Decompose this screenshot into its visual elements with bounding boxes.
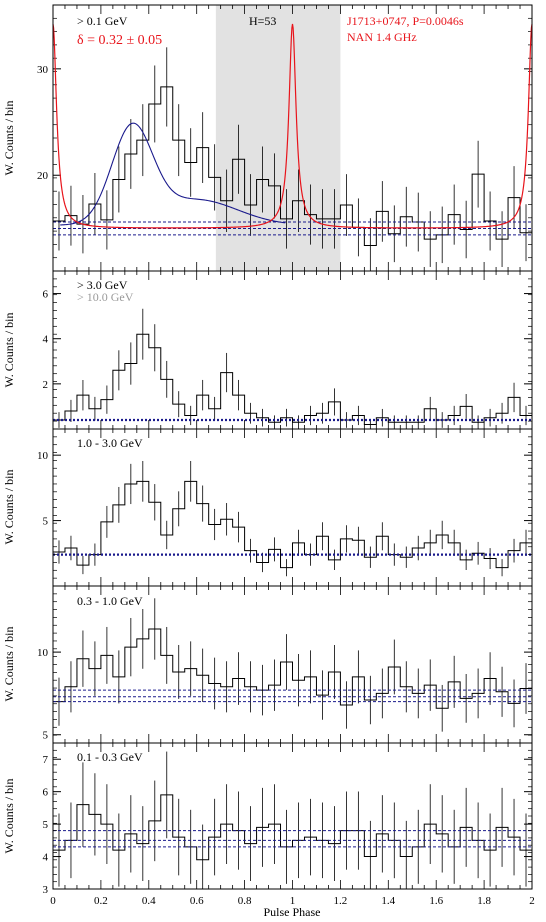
y-tick-label: 5: [43, 516, 49, 528]
panel-5-y-axis-title: W. Counts / bin: [2, 779, 16, 854]
y-tick-label: 2: [43, 379, 49, 391]
x-tick-label: 1.8: [477, 895, 491, 907]
y-tick-label: 7: [43, 754, 49, 766]
y-tick-label: 10: [37, 450, 49, 462]
x-tick-label: 1: [290, 895, 296, 907]
y-tick-label: 5: [43, 730, 49, 742]
panel-2-y-axis-title: W. Counts / bin: [2, 313, 16, 388]
x-tick-label: 0.6: [190, 895, 204, 907]
y-tick-label: 20: [37, 170, 49, 182]
y-tick-label: 30: [37, 64, 49, 76]
histogram-series: [53, 333, 532, 425]
x-tick-label: 0.8: [238, 895, 252, 907]
offpulse-band: [215, 5, 341, 271]
panel-4: 5 10 0.3 - 1.0 GeV: [37, 585, 533, 744]
y-tick-label: 5: [43, 819, 49, 831]
pulsar-label: J1713+0747, P=0.0046s: [347, 14, 464, 28]
y-tick-label: 10: [37, 647, 49, 659]
htest-label: H=53: [249, 14, 276, 28]
x-tick-label: 0.4: [142, 895, 156, 907]
x-tick-label: 2: [529, 895, 535, 907]
panel-3: 5 10 1.0 - 3.0 GeV: [37, 428, 533, 587]
panel-2-energy-secondary-label: > 10.0 GeV: [77, 290, 134, 304]
histogram-series: [53, 794, 532, 861]
y-tick-label: 3: [43, 884, 49, 896]
panel-1-y-axis-title: W. Counts / bin: [2, 101, 16, 176]
radio-label: NAN 1.4 GHz: [347, 30, 417, 44]
panel-3-y-axis-title: W. Counts / bin: [2, 470, 16, 545]
panel-1-energy-label: > 0.1 GeV: [77, 14, 128, 28]
radio-profile-curve: [52, 23, 533, 229]
histogram-series: [53, 628, 532, 709]
x-tick-label: 1.4: [381, 895, 395, 907]
panel-5-frame: [52, 742, 533, 890]
histogram-series: [53, 86, 532, 246]
panel-1: 20 30 > 0.1 GeV δ = 0.32 ± 0.05 H=53 J171…: [37, 4, 533, 272]
x-tick-label: 1.6: [429, 895, 443, 907]
panel-4-energy-label: 0.3 - 1.0 GeV: [77, 594, 143, 608]
histogram-series: [53, 480, 532, 569]
panel-5: 3 4 5 6 7 0.1 - 0.3 GeV: [43, 742, 533, 896]
x-axis: 0 0.2 0.4 0.6 0.8 1 1.2 1.4 1.6 1.8 2: [50, 895, 535, 907]
panel-2-energy-label: > 3.0 GeV: [77, 278, 128, 292]
y-tick-label: 6: [43, 787, 49, 799]
x-axis-title: Pulse Phase: [264, 905, 321, 919]
x-tick-label: 0: [50, 895, 56, 907]
fit-curve: [60, 122, 286, 226]
panel-2: 2 4 6 > 3.0 GeV > 10.0 GeV: [43, 270, 533, 430]
y-tick-label: 4: [43, 852, 49, 864]
y-tick-label: 6: [43, 289, 49, 301]
panel-3-energy-label: 1.0 - 3.0 GeV: [77, 436, 143, 450]
x-tick-label: 1.2: [334, 895, 348, 907]
panel-5-energy-label: 0.1 - 0.3 GeV: [77, 750, 143, 764]
x-tick-label: 0.2: [94, 895, 108, 907]
panel-4-y-axis-title: W. Counts / bin: [2, 627, 16, 702]
y-tick-label: 4: [43, 334, 49, 346]
panel-1-delta-label: δ = 0.32 ± 0.05: [77, 33, 162, 48]
